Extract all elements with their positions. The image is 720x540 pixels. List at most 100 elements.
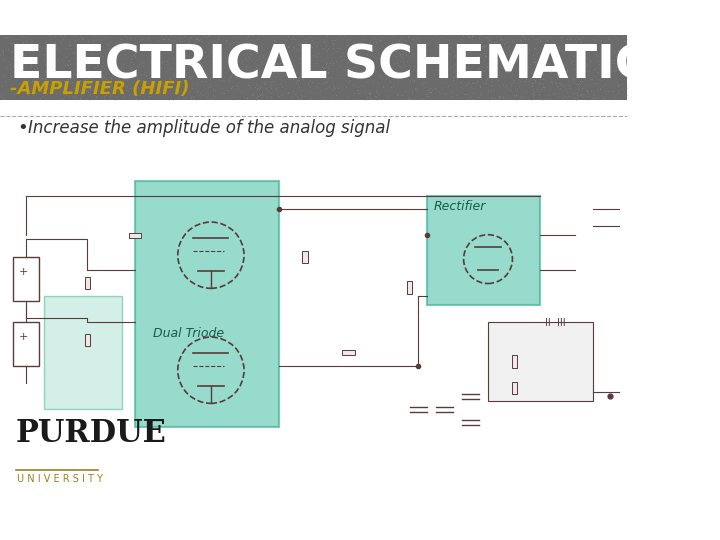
Point [17, 43, 28, 51]
Point [25, 69, 37, 77]
Point [452, 63, 464, 72]
Point [470, 53, 482, 62]
Point [9, 61, 20, 70]
Point [313, 68, 325, 76]
Point [395, 42, 406, 51]
Point [612, 80, 624, 89]
Point [554, 84, 566, 92]
Point [41, 52, 53, 61]
Point [158, 81, 169, 90]
Point [172, 49, 184, 58]
Point [401, 40, 413, 49]
Point [22, 71, 33, 80]
Point [233, 82, 245, 90]
Point [266, 89, 277, 97]
Point [167, 53, 179, 62]
Point [312, 84, 324, 92]
Point [346, 69, 358, 77]
Point [351, 44, 363, 52]
Point [324, 59, 336, 68]
Point [113, 38, 125, 47]
Point [138, 59, 149, 68]
Point [21, 90, 32, 98]
Point [39, 75, 50, 83]
Point [302, 68, 314, 76]
Point [81, 75, 92, 84]
Point [228, 59, 239, 68]
Point [265, 78, 276, 86]
Point [257, 90, 269, 98]
Point [82, 74, 94, 83]
Point [157, 35, 168, 44]
Point [429, 75, 441, 83]
Point [248, 40, 260, 49]
Point [392, 71, 404, 80]
Point [203, 82, 215, 91]
Point [0, 46, 6, 55]
Point [0, 34, 12, 43]
Point [243, 54, 255, 63]
Point [544, 39, 555, 48]
Point [199, 77, 211, 86]
Point [462, 62, 474, 70]
Point [553, 44, 564, 53]
Point [582, 88, 593, 97]
Point [570, 35, 581, 44]
Point [520, 75, 531, 83]
Point [597, 58, 608, 67]
Point [537, 69, 549, 78]
Point [410, 40, 421, 49]
Point [479, 52, 490, 61]
Point [387, 75, 399, 83]
Point [109, 95, 120, 104]
Point [153, 65, 165, 74]
Point [89, 63, 100, 72]
Point [269, 45, 281, 54]
Point [361, 93, 372, 102]
Point [395, 62, 406, 71]
Point [266, 81, 277, 90]
Point [377, 83, 389, 92]
Point [14, 79, 25, 87]
Point [0, 46, 9, 55]
Point [326, 85, 338, 93]
Point [487, 86, 499, 95]
Point [180, 57, 192, 65]
Point [585, 86, 597, 95]
Point [9, 48, 20, 57]
Point [464, 47, 476, 56]
Point [12, 64, 24, 72]
Point [488, 93, 500, 102]
Point [129, 34, 140, 43]
Point [68, 70, 80, 79]
Point [486, 80, 498, 89]
Point [248, 59, 260, 68]
Point [253, 85, 265, 93]
Point [570, 38, 582, 46]
Point [276, 37, 287, 46]
Point [86, 41, 98, 50]
Bar [84, 277, 90, 289]
Point [269, 56, 281, 65]
Point [205, 83, 217, 92]
Point [503, 46, 515, 55]
Point [359, 66, 370, 75]
Point [465, 42, 477, 51]
Point [412, 51, 423, 60]
Point [69, 87, 81, 96]
Point [34, 72, 45, 80]
Point [521, 73, 532, 82]
Point [498, 80, 509, 89]
Point [463, 32, 474, 41]
Point [284, 73, 295, 82]
Point [150, 50, 162, 58]
Point [497, 51, 508, 59]
Point [468, 78, 480, 86]
Point [467, 95, 479, 104]
Point [535, 32, 546, 41]
Point [589, 78, 600, 87]
Point [370, 91, 382, 100]
Point [3, 75, 14, 83]
Point [377, 61, 388, 70]
Point [464, 32, 475, 41]
